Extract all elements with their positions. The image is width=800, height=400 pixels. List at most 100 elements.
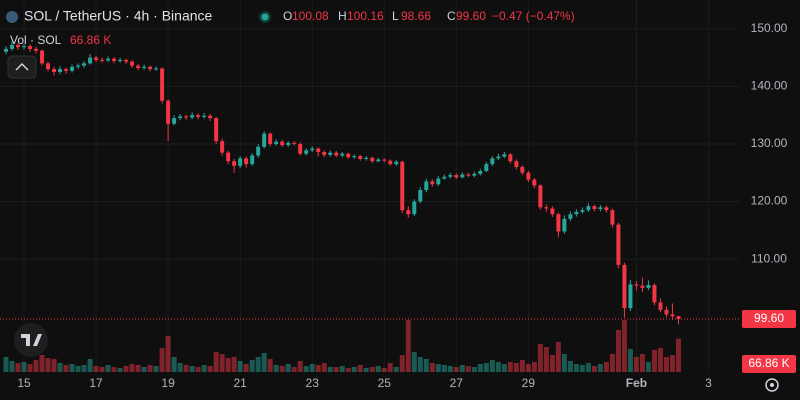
volume-bar [255, 357, 261, 372]
volume-bar [279, 366, 285, 372]
collapse-icon [15, 62, 29, 71]
candle-body [670, 314, 675, 317]
candle-body [514, 161, 519, 167]
ohlc-label: L [392, 9, 399, 23]
volume-bar [69, 364, 75, 372]
candle-body [556, 214, 561, 232]
collapse-button[interactable] [7, 55, 37, 79]
volume-bar [183, 365, 189, 372]
volume-bar [333, 367, 339, 372]
candle-body [400, 161, 405, 211]
volume-bar [309, 364, 315, 372]
volume-bar [135, 365, 141, 372]
volume-bar [141, 367, 147, 372]
volume-bar [603, 362, 609, 372]
x-tick-label: 19 [161, 376, 175, 390]
volume-bar [675, 338, 681, 372]
candle-body [298, 143, 303, 154]
candle-body [472, 173, 477, 176]
candle-body [520, 166, 525, 173]
candle-body [538, 185, 543, 208]
volume-bar [243, 364, 249, 372]
volume-bar [27, 364, 33, 372]
candle-body [22, 46, 27, 48]
candle-body [88, 57, 93, 64]
candle-body [526, 172, 531, 180]
candles [4, 41, 681, 325]
volume-bar [381, 368, 387, 372]
settings-icon-center [770, 383, 774, 387]
volume-bar [9, 361, 15, 372]
candle-body [484, 164, 489, 172]
volume-bar [351, 367, 357, 372]
volume-bar [75, 366, 81, 372]
volume-bar [387, 363, 393, 372]
volume-bar [111, 367, 117, 372]
volume-bar [429, 363, 435, 372]
volume-bar [63, 365, 69, 372]
candle-body [496, 156, 501, 159]
settings-icon[interactable] [765, 378, 779, 392]
symbol-title[interactable]: SOL / TetherUS · 4h · Binance [24, 8, 213, 24]
candle-body [658, 302, 663, 310]
volume-bar [297, 361, 303, 372]
volume-bar [21, 362, 27, 372]
volume-bar [615, 330, 621, 372]
volume-bar [465, 366, 471, 372]
candle-body [394, 161, 399, 165]
volume-bar [423, 359, 429, 372]
candle-body [376, 159, 381, 162]
last-price-box [742, 310, 796, 329]
ohlc-label: H [338, 9, 347, 23]
candle-body [454, 175, 459, 178]
candle-body [322, 152, 327, 155]
volume-bar [657, 348, 663, 372]
y-tick-label: 120.00 [751, 194, 788, 208]
volume-bar [177, 363, 183, 372]
x-tick-label: 25 [378, 376, 392, 390]
volume-bar [285, 364, 291, 372]
candle-body [478, 171, 483, 174]
candle-body [136, 65, 141, 68]
candle-body [106, 58, 111, 61]
volume-bar [537, 344, 543, 372]
volume-bar [417, 357, 423, 372]
candle-body [544, 207, 549, 209]
volume-bar [117, 368, 123, 372]
candle-body [256, 146, 261, 156]
candle-body [82, 63, 87, 66]
candle-body [124, 59, 129, 62]
volume-bar [549, 355, 555, 372]
y-tick-label: 140.00 [751, 79, 788, 93]
candle-body [28, 46, 33, 49]
x-tick-label: 27 [450, 376, 464, 390]
volume-title[interactable]: Vol · SOL [10, 33, 62, 47]
volume-bar [627, 349, 633, 372]
y-tick-label: 130.00 [751, 136, 788, 150]
volume-bar [585, 363, 591, 372]
volume-bar [105, 365, 111, 372]
candle-body [610, 210, 615, 225]
ohlc-label: C [447, 9, 456, 23]
volume-bar [225, 358, 231, 372]
last-price-label: 99.60 [754, 311, 784, 325]
volume-bar [231, 357, 237, 372]
y-tick-label: 150.00 [751, 21, 788, 35]
volume-bar [489, 360, 495, 372]
ohlc-label: O [283, 9, 292, 23]
logo-badge[interactable] [14, 323, 48, 357]
volume-bar [501, 364, 507, 372]
volume-bar [597, 364, 603, 372]
volume-bar [3, 357, 9, 372]
x-tick-label: 17 [89, 376, 103, 390]
symbol-icon [6, 11, 18, 23]
candle-body [184, 116, 189, 118]
volume-bar [171, 357, 177, 372]
candle-body [664, 309, 669, 315]
candle-body [40, 50, 45, 64]
volume-bar [609, 354, 615, 372]
candle-body [148, 66, 153, 70]
candle-body [508, 154, 513, 162]
candle-body [634, 284, 639, 286]
candle-body [34, 48, 39, 51]
